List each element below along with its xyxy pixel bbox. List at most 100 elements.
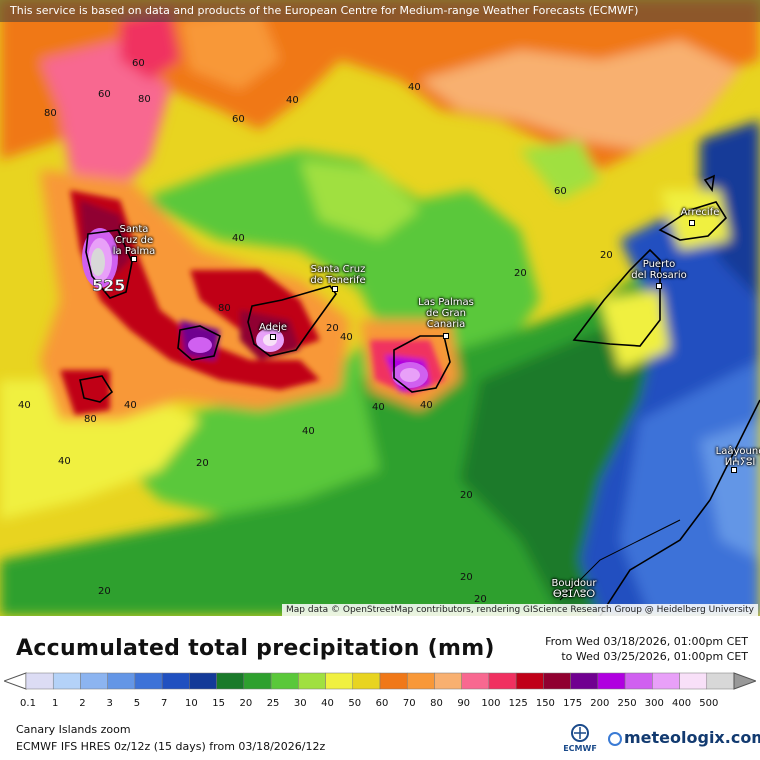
scale-tick-label: 150 — [535, 698, 555, 709]
contour-label: 80 — [84, 414, 97, 425]
scale-cell — [161, 672, 190, 690]
scale-cell — [597, 672, 626, 690]
period-from: From Wed 03/18/2026, 01:00pm CET — [545, 635, 748, 648]
scale-cell — [652, 672, 680, 690]
color-scale — [4, 672, 756, 690]
scale-tick-label: 100 — [481, 698, 501, 709]
peak-value-label: 525 — [92, 276, 125, 295]
contour-label: 40 — [124, 400, 137, 411]
scale-cell — [107, 672, 136, 690]
contour-label: 80 — [44, 108, 57, 119]
city-label-boujdour: Boujdour ⴱⵓⵊⴷⵓⵔ — [551, 578, 597, 600]
contour-label: 20 — [514, 268, 527, 279]
contour-label: 40 — [18, 400, 31, 411]
scale-tick-label: 125 — [508, 698, 528, 709]
scale-cell — [134, 672, 163, 690]
contour-label: 20 — [474, 594, 487, 605]
period-to: to Wed 03/25/2026, 01:00pm CET — [561, 650, 748, 663]
city-marker — [270, 334, 276, 340]
scale-cell — [216, 672, 245, 690]
contour-label: 40 — [340, 332, 353, 343]
contour-label: 40 — [232, 233, 245, 244]
contour-label: 60 — [554, 186, 567, 197]
contour-label: 40 — [58, 456, 71, 467]
scale-tick-label: 30 — [293, 698, 307, 709]
scale-cell — [570, 672, 599, 690]
scale-tick-label: 500 — [699, 698, 719, 709]
contour-label: 80 — [218, 303, 231, 314]
scale-cell — [488, 672, 517, 690]
scale-cell — [80, 672, 108, 690]
la-gomera-coast — [177, 325, 221, 361]
contour-label: 20 — [600, 250, 613, 261]
scale-cell — [52, 672, 81, 690]
la-palma-coast — [85, 229, 133, 299]
contour-label: 40 — [286, 95, 299, 106]
contour-label: 20 — [196, 458, 209, 469]
el-hierro-coast — [79, 375, 114, 403]
contour-label: 60 — [232, 114, 245, 125]
scale-cell — [270, 672, 299, 690]
gran-canaria-coast — [393, 335, 451, 393]
contour-label: 80 — [138, 94, 151, 105]
scale-tick-label: 25 — [266, 698, 280, 709]
scale-cell — [243, 672, 272, 690]
color-scale-ticks: 0.1 1 2 3 5 7 10 15 20 25 30 40 50 60 70 80 90 100 125 150 1… — [0, 698, 760, 712]
city-marker — [131, 256, 137, 262]
fuerteventura-coast — [572, 248, 661, 347]
map-attribution[interactable]: Map data © OpenStreetMap contributors, r… — [282, 604, 758, 616]
contour-label: 20 — [326, 323, 339, 334]
scale-tick-label: 10 — [185, 698, 198, 709]
scale-cell — [543, 672, 571, 690]
scale-tick-label: 300 — [644, 698, 664, 709]
contour-label: 40 — [302, 426, 315, 437]
scale-tick-label: 175 — [563, 698, 583, 709]
islet-coast — [703, 174, 715, 193]
precipitation-map[interactable]: 60 80 40 60 40 80 60 40 80 40 40 80 20 4… — [0, 0, 760, 616]
city-label-arrecife: Arrecife — [680, 207, 720, 218]
scale-cell — [679, 672, 708, 690]
city-marker — [656, 283, 662, 289]
meteologix-logo-icon — [608, 732, 622, 746]
contour-label: 20 — [460, 572, 473, 583]
meteologix-logo[interactable]: meteologix.com — [608, 728, 760, 747]
city-label-puerto-del-rosario: Puerto del Rosario — [631, 259, 687, 281]
border-line — [559, 519, 681, 601]
scale-cell — [515, 672, 544, 690]
model-info: ECMWF IFS HRES 0z/12z (15 days) from 03/… — [16, 740, 326, 753]
scale-tick-label: 7 — [160, 698, 168, 709]
city-marker — [332, 286, 338, 292]
scale-tick-label: 0.1 — [20, 698, 36, 709]
contour-label: 60 — [132, 58, 145, 69]
brand-name: meteologix.com — [624, 728, 760, 747]
scale-tick-label: 250 — [617, 698, 637, 709]
scale-tick-label: 1 — [52, 698, 59, 709]
scale-cell — [624, 672, 653, 690]
ecmwf-logo-text: ECMWF — [563, 744, 597, 753]
contour-labels: 60 80 40 60 40 80 60 40 80 40 40 80 20 4… — [18, 58, 613, 605]
city-marker — [731, 467, 737, 473]
city-label-adeje: Adeje — [258, 322, 288, 333]
africa-coast — [599, 399, 760, 616]
scale-cell — [706, 672, 735, 690]
legend-title: Accumulated total precipitation (mm) — [16, 636, 495, 661]
map-canvas: 60 80 40 60 40 80 60 40 80 40 40 80 20 4… — [0, 0, 760, 616]
city-label-las-palmas: Las Palmas de Gran Canaria — [418, 297, 474, 330]
scale-cell — [406, 672, 435, 690]
contour-label: 40 — [372, 402, 385, 413]
scale-tick-label: 40 — [321, 698, 334, 709]
contour-label: 20 — [460, 490, 473, 501]
scale-tick-label: 20 — [239, 698, 253, 709]
area-name: Canary Islands zoom — [16, 723, 131, 736]
scale-min-arrow — [4, 672, 27, 690]
city-label-laayoune: Laâyoune ⵍⵄⵢⵓⵏ — [715, 446, 760, 468]
scale-cell — [25, 672, 54, 690]
scale-cell — [189, 672, 217, 690]
scale-cell — [298, 672, 326, 690]
scale-tick-label: 90 — [457, 698, 471, 709]
ecmwf-logo-icon — [571, 724, 589, 742]
contour-label: 40 — [420, 400, 433, 411]
scale-cell — [325, 672, 354, 690]
city-label-santa-cruz-de-la-palma: Santa Cruz de la Palma — [112, 224, 156, 257]
ecmwf-logo[interactable]: ECMWF — [560, 722, 600, 756]
